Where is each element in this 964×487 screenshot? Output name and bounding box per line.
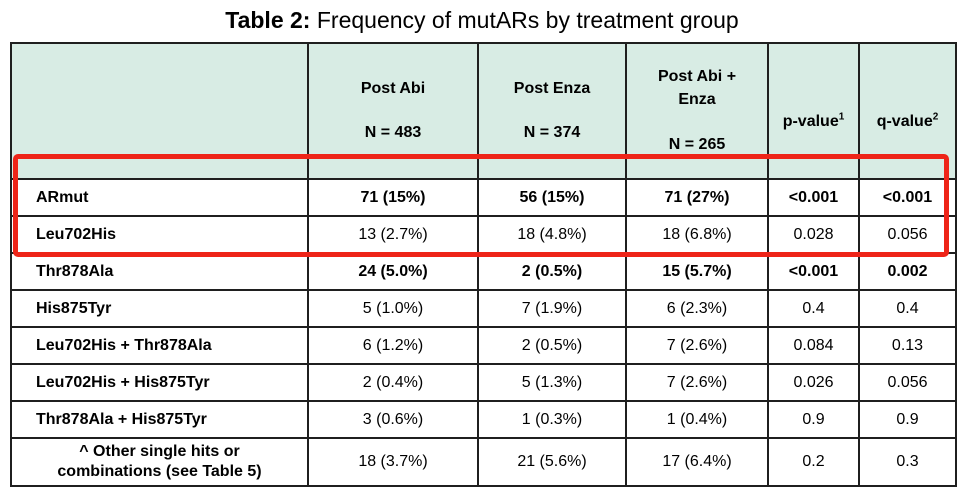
cell-post-enza: 2 (0.5%) xyxy=(477,252,627,292)
cell-post-abi: 71 (15%) xyxy=(307,178,479,218)
cell-post-enza: 5 (1.3%) xyxy=(477,363,627,403)
column-header-post-enza: Post Enza N = 374 xyxy=(477,41,627,181)
column-label: Post Enza xyxy=(513,79,591,97)
cell-q-value: <0.001 xyxy=(858,178,957,218)
column-header-post-abi: Post Abi N = 483 xyxy=(307,41,479,181)
cell-post-abi-enza: 7 (2.6%) xyxy=(625,326,769,366)
cell-post-abi-enza: 17 (6.4%) xyxy=(625,437,769,487)
column-n: N = 374 xyxy=(523,124,581,142)
cell-q-value: 0.056 xyxy=(858,215,957,255)
column-n: N = 483 xyxy=(364,124,422,142)
cell-p-value: 0.9 xyxy=(767,400,860,440)
column-header-p-value: p-value1 xyxy=(767,41,860,181)
cell-post-enza: 21 (5.6%) xyxy=(477,437,627,487)
row-label: His875Tyr xyxy=(10,289,309,329)
cell-p-value: 0.2 xyxy=(767,437,860,487)
corner-cell xyxy=(10,41,309,181)
column-n: N = 265 xyxy=(668,135,726,153)
cell-post-abi: 2 (0.4%) xyxy=(307,363,479,403)
row-label: Leu702His + Thr878Ala xyxy=(10,326,309,366)
row-thr878ala-his875tyr: Thr878Ala + His875Tyr 3 (0.6%) 1 (0.3%) … xyxy=(10,400,957,440)
row-label: Thr878Ala + His875Tyr xyxy=(10,400,309,440)
cell-q-value: 0.3 xyxy=(858,437,957,487)
table-title-prefix: Table 2: xyxy=(225,7,311,33)
column-label: p-value xyxy=(782,113,839,131)
cell-post-abi-enza: 15 (5.7%) xyxy=(625,252,769,292)
column-header-q-value: q-value2 xyxy=(858,41,957,181)
cell-post-abi-enza: 1 (0.4%) xyxy=(625,400,769,440)
row-leu702his-his875tyr: Leu702His + His875Tyr 2 (0.4%) 5 (1.3%) … xyxy=(10,363,957,403)
table-2-figure: Table 2: Frequency of mutARs by treatmen… xyxy=(0,7,964,487)
cell-post-enza: 2 (0.5%) xyxy=(477,326,627,366)
cell-post-abi: 24 (5.0%) xyxy=(307,252,479,292)
cell-post-enza: 7 (1.9%) xyxy=(477,289,627,329)
row-thr878ala: Thr878Ala 24 (5.0%) 2 (0.5%) 15 (5.7%) <… xyxy=(10,252,957,292)
cell-q-value: 0.4 xyxy=(858,289,957,329)
cell-q-value: 0.9 xyxy=(858,400,957,440)
cell-post-abi-enza: 7 (2.6%) xyxy=(625,363,769,403)
cell-q-value: 0.056 xyxy=(858,363,957,403)
cell-post-enza: 18 (4.8%) xyxy=(477,215,627,255)
frequency-table: Post Abi N = 483 Post Enza N = 374 Post … xyxy=(10,41,957,487)
row-label: Leu702His + His875Tyr xyxy=(10,363,309,403)
footnote-ref-1: 1 xyxy=(838,111,845,123)
row-leu702his-thr878ala: Leu702His + Thr878Ala 6 (1.2%) 2 (0.5%) … xyxy=(10,326,957,366)
cell-post-enza: 1 (0.3%) xyxy=(477,400,627,440)
column-label: q-value xyxy=(876,113,933,131)
cell-post-abi: 5 (1.0%) xyxy=(307,289,479,329)
cell-p-value: 0.084 xyxy=(767,326,860,366)
column-header-post-abi-enza: Post Abi + Enza N = 265 xyxy=(625,41,769,181)
table-title: Table 2: Frequency of mutARs by treatmen… xyxy=(0,7,964,35)
cell-q-value: 0.13 xyxy=(858,326,957,366)
row-label: Leu702His xyxy=(10,215,309,255)
cell-p-value: <0.001 xyxy=(767,178,860,218)
cell-p-value: 0.026 xyxy=(767,363,860,403)
row-other-single-hits: ^ Other single hits or combinations (see… xyxy=(10,437,957,487)
cell-post-abi-enza: 71 (27%) xyxy=(625,178,769,218)
cell-post-abi: 6 (1.2%) xyxy=(307,326,479,366)
row-his875tyr: His875Tyr 5 (1.0%) 7 (1.9%) 6 (2.3%) 0.4… xyxy=(10,289,957,329)
cell-post-abi-enza: 18 (6.8%) xyxy=(625,215,769,255)
cell-post-abi-enza: 6 (2.3%) xyxy=(625,289,769,329)
cell-post-abi: 3 (0.6%) xyxy=(307,400,479,440)
row-armut: ARmut 71 (15%) 56 (15%) 71 (27%) <0.001 … xyxy=(10,178,957,218)
cell-q-value: 0.002 xyxy=(858,252,957,292)
table-header: Post Abi N = 483 Post Enza N = 374 Post … xyxy=(10,41,957,181)
table-body: ARmut 71 (15%) 56 (15%) 71 (27%) <0.001 … xyxy=(10,178,957,487)
cell-post-abi: 13 (2.7%) xyxy=(307,215,479,255)
column-label: Post Abi xyxy=(360,79,426,97)
cell-p-value: 0.4 xyxy=(767,289,860,329)
table-title-text: Frequency of mutARs by treatment group xyxy=(310,7,739,33)
footnote-ref-2: 2 xyxy=(932,111,939,123)
cell-p-value: <0.001 xyxy=(767,252,860,292)
row-label: ARmut xyxy=(10,178,309,218)
cell-post-abi: 18 (3.7%) xyxy=(307,437,479,487)
row-label: Thr878Ala xyxy=(10,252,309,292)
row-label: ^ Other single hits or combinations (see… xyxy=(10,437,309,487)
cell-p-value: 0.028 xyxy=(767,215,860,255)
header-row: Post Abi N = 483 Post Enza N = 374 Post … xyxy=(10,41,957,181)
cell-post-enza: 56 (15%) xyxy=(477,178,627,218)
column-label: Post Abi + Enza xyxy=(657,68,737,108)
row-leu702his: Leu702His 13 (2.7%) 18 (4.8%) 18 (6.8%) … xyxy=(10,215,957,255)
